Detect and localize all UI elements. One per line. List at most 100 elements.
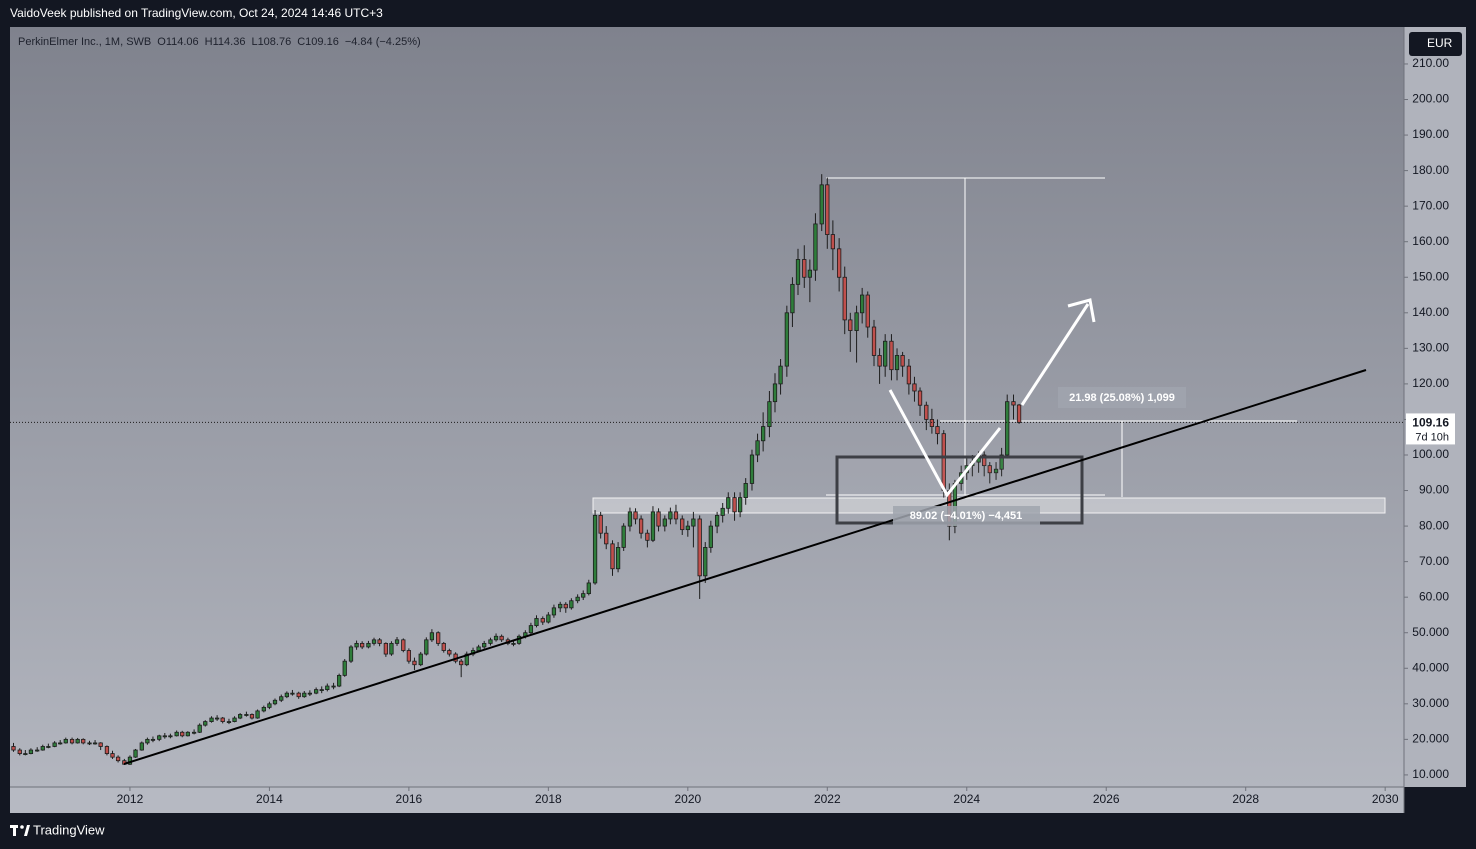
ohlc-label: O [157, 36, 166, 48]
candle-body [854, 312, 859, 331]
candle-body [912, 383, 917, 392]
candle-body [615, 547, 621, 570]
candle-body [837, 248, 842, 278]
y-tick-label: 20.000 [1412, 732, 1449, 746]
candle-body [924, 404, 929, 420]
candle-body [383, 642, 388, 655]
ohlc-value: 109.16 [305, 36, 339, 48]
candle-body [232, 717, 237, 722]
y-tick-label: 40.000 [1412, 660, 1449, 674]
candle-body [586, 582, 591, 595]
candle-body [162, 735, 167, 738]
last-price: 109.16 [1412, 416, 1449, 430]
candle-body [598, 515, 603, 534]
candle-body [412, 660, 417, 666]
candle-body [767, 401, 772, 427]
y-tick-label: 50.000 [1412, 625, 1449, 639]
candle-body [621, 525, 626, 548]
y-tick-label: 150.00 [1412, 269, 1449, 283]
candle-body [795, 259, 801, 285]
currency[interactable]: EUR [1427, 36, 1453, 50]
candle-body [348, 646, 354, 662]
candle-body [499, 635, 504, 641]
candle-body [28, 749, 34, 754]
candle-body [23, 753, 28, 755]
logo [10, 825, 30, 836]
candle-body [464, 653, 469, 666]
arrow-head [1067, 298, 1096, 323]
candle-body [987, 465, 992, 474]
candle-body [249, 714, 255, 719]
candle-body [261, 706, 266, 712]
candle-body [877, 355, 882, 367]
candle-body [633, 511, 638, 520]
candle-body [325, 685, 330, 691]
y-tick-label: 180.00 [1412, 163, 1449, 177]
candle-body [889, 340, 894, 371]
candle-body [813, 223, 818, 271]
candle-body [558, 603, 563, 609]
candle-body [168, 735, 173, 738]
candle-body [929, 419, 935, 427]
candle-body [459, 660, 464, 666]
x-tick-label: 2016 [396, 792, 423, 806]
y-tick-label: 190.00 [1412, 127, 1449, 141]
candle-body [424, 639, 429, 655]
candle-body [993, 468, 999, 474]
x-tick-label: 2024 [953, 792, 980, 806]
ohlc-label: L [251, 36, 257, 48]
candle-body [476, 646, 481, 651]
candle-body [81, 738, 86, 744]
symbol: PerkinElmer Inc., 1M, SWB [18, 36, 151, 48]
candle-body [1005, 401, 1010, 456]
candle-body [645, 532, 650, 541]
candle-body [482, 642, 487, 648]
candle-body [569, 600, 574, 609]
candle-body [203, 721, 208, 726]
candle-body [441, 642, 446, 651]
x-tick-label: 2030 [1372, 792, 1399, 806]
candle-body [610, 543, 615, 570]
candle-body [761, 426, 766, 442]
currency-button[interactable] [1409, 32, 1462, 56]
candle-body [546, 614, 551, 623]
candle-body [52, 742, 57, 747]
candle-body [389, 642, 394, 655]
candle-body [244, 714, 249, 716]
candle-body [360, 642, 365, 648]
candle-body [999, 454, 1004, 470]
candle-body [575, 596, 580, 602]
candle-body [255, 710, 260, 719]
candle-body [267, 703, 272, 708]
candle-body [638, 518, 644, 534]
candle-body [563, 603, 568, 609]
candle-body [226, 721, 232, 723]
y-tick-label: 210.00 [1412, 56, 1449, 70]
candle-body [743, 483, 748, 499]
plot-area [10, 27, 1404, 787]
candle-body [284, 692, 289, 698]
countdown: 7d 10h [1415, 431, 1449, 443]
candle-body [296, 692, 301, 698]
candle-body [825, 184, 830, 235]
up-arrow [1020, 303, 1090, 406]
candle-body [726, 497, 731, 509]
candle-body [819, 184, 824, 225]
candle-body [714, 515, 720, 527]
candle-body [865, 294, 870, 328]
candle-body [755, 440, 760, 456]
candle-body [279, 696, 284, 701]
candle-body [656, 511, 661, 527]
x-tick-label: 2022 [814, 792, 841, 806]
y-tick-label: 80.00 [1419, 518, 1449, 532]
candle-body [581, 593, 586, 598]
candle-body [191, 731, 197, 734]
publisher: VaidoVeek published on TradingView.com, … [10, 6, 383, 20]
candle-body [290, 692, 295, 695]
y-tick-label: 70.00 [1419, 554, 1449, 568]
candle-body [139, 742, 144, 751]
candle-body [691, 518, 696, 527]
candle-body [906, 365, 912, 385]
price-tag-box [1406, 413, 1455, 445]
